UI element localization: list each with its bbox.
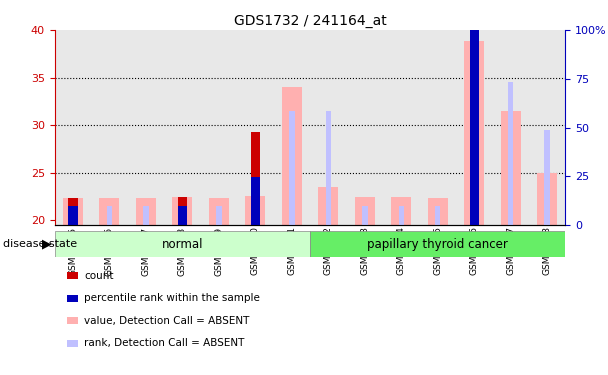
Bar	[289, 111, 294, 225]
Text: disease state: disease state	[3, 239, 77, 249]
Bar	[201, 30, 237, 225]
Bar	[63, 198, 83, 225]
Bar	[464, 41, 484, 225]
Bar	[106, 206, 112, 225]
Bar	[310, 30, 347, 225]
Bar	[164, 30, 201, 225]
Text: papillary thyroid cancer: papillary thyroid cancer	[367, 238, 508, 250]
Bar	[435, 206, 440, 225]
Text: normal: normal	[162, 238, 203, 250]
Bar	[354, 197, 375, 225]
Bar	[456, 30, 492, 225]
Bar	[68, 198, 77, 225]
Bar	[529, 30, 565, 225]
Bar	[492, 30, 529, 225]
Bar	[179, 206, 185, 225]
Bar	[55, 30, 91, 225]
Title: GDS1732 / 241164_at: GDS1732 / 241164_at	[233, 13, 387, 28]
Bar	[391, 197, 411, 225]
Bar	[362, 206, 367, 225]
Bar	[143, 206, 148, 225]
Bar	[68, 206, 77, 225]
Bar	[469, 0, 478, 225]
Text: percentile rank within the sample: percentile rank within the sample	[84, 293, 260, 303]
Bar	[245, 196, 265, 225]
Bar	[70, 206, 75, 225]
Bar	[347, 30, 383, 225]
Bar	[471, 0, 477, 225]
Text: count: count	[84, 271, 114, 280]
Bar	[216, 206, 221, 225]
Bar	[99, 198, 119, 225]
Text: ▶: ▶	[42, 238, 52, 250]
Bar	[398, 206, 404, 225]
Bar	[318, 187, 338, 225]
Bar	[282, 87, 302, 225]
Bar	[310, 231, 565, 257]
Text: value, Detection Call = ABSENT: value, Detection Call = ABSENT	[84, 316, 249, 326]
Bar	[237, 30, 274, 225]
Text: rank, Detection Call = ABSENT: rank, Detection Call = ABSENT	[84, 338, 244, 348]
Bar	[469, 41, 478, 225]
Bar	[537, 172, 557, 225]
Bar	[136, 198, 156, 225]
Bar	[128, 30, 164, 225]
Bar	[55, 231, 310, 257]
Bar	[172, 197, 192, 225]
Bar	[250, 132, 260, 225]
Bar	[325, 111, 331, 225]
Bar	[274, 30, 310, 225]
Bar	[544, 130, 550, 225]
Bar	[91, 30, 128, 225]
Bar	[420, 30, 456, 225]
Bar	[209, 198, 229, 225]
Bar	[252, 187, 258, 225]
Bar	[427, 198, 447, 225]
Bar	[508, 82, 513, 225]
Bar	[178, 206, 187, 225]
Bar	[178, 197, 187, 225]
Bar	[383, 30, 420, 225]
Bar	[250, 177, 260, 225]
Bar	[500, 111, 520, 225]
